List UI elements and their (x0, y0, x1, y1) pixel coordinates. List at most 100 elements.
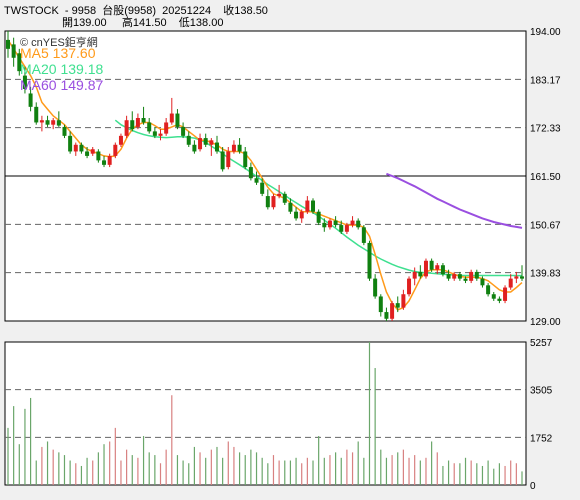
candle-body (452, 274, 457, 279)
candle-body (220, 151, 225, 170)
candle-body (344, 225, 349, 232)
candle-body (118, 135, 123, 145)
candle-body (243, 151, 248, 168)
price-tick-label: 172.33 (530, 124, 561, 135)
candle-body (373, 278, 378, 297)
candle-body (440, 265, 445, 275)
candle-body (226, 151, 231, 168)
price-tick-label: 194.00 (530, 27, 561, 38)
price-tick-label: 150.67 (530, 220, 561, 231)
volume-tick-label: 1752 (530, 433, 553, 444)
candle-body (390, 303, 395, 319)
candle-body (214, 142, 219, 152)
price-tick-label: 139.83 (530, 269, 561, 280)
candle-body (271, 196, 276, 208)
candle-body (62, 126, 67, 136)
candle-body (514, 276, 519, 279)
ma60-line (386, 172, 523, 229)
legend-ma60: MA60 149.87 (20, 77, 104, 93)
candle-body (254, 178, 259, 183)
candle-body (503, 287, 508, 301)
candle-body (56, 120, 61, 126)
candle-body (412, 271, 417, 279)
candle-body (299, 211, 304, 219)
candle-body (158, 133, 163, 136)
candle-body (73, 144, 78, 152)
candle-body (469, 271, 474, 281)
volume-tick-label: 5257 (530, 338, 553, 349)
candle-body (435, 265, 440, 270)
candle-body (186, 135, 191, 145)
candle-body (181, 126, 186, 136)
candle-body (508, 278, 513, 288)
candle-body (497, 298, 502, 301)
candle-body (17, 53, 22, 72)
candle-body (11, 44, 16, 58)
candle-body (147, 122, 152, 132)
candle-body (22, 75, 27, 89)
candle-body (68, 135, 73, 152)
candle-body (102, 160, 107, 165)
candle-body (356, 220, 361, 228)
candle-body (384, 312, 389, 319)
candle-body (486, 285, 491, 295)
candle-body (277, 193, 282, 197)
candle-body (203, 138, 208, 145)
candle-body (327, 220, 332, 228)
candle-body (350, 220, 355, 226)
candle-body (316, 211, 321, 223)
price-tick-label: 161.50 (530, 172, 561, 183)
candle-body (135, 118, 140, 127)
candle-body (28, 93, 33, 107)
candle-body (339, 225, 344, 232)
candle-body (90, 149, 95, 154)
candle-body (169, 113, 174, 123)
candle-body (231, 144, 236, 152)
candle-body (282, 193, 287, 203)
candle-body (294, 211, 299, 219)
volume-grid (5, 389, 526, 438)
quote-header-line2: 開139.00 高141.50 低138.00 (62, 17, 224, 29)
candle-body (164, 122, 169, 134)
source-label: © cnYES鉅亨網 (20, 37, 98, 49)
candle-body (395, 303, 400, 308)
volume-tick-label: 0 (530, 481, 536, 492)
legend-ma20: MA20 139.18 (20, 61, 104, 77)
candle-body (152, 131, 157, 136)
candle-body (520, 276, 524, 279)
candle-body (491, 294, 496, 299)
candle-body (265, 196, 270, 208)
candle-body (124, 120, 129, 136)
price-tick-label: 129.00 (530, 317, 561, 328)
candle-body (237, 144, 242, 152)
candle-body (130, 120, 135, 130)
candle-body (401, 294, 406, 308)
candle-body (260, 182, 265, 194)
candlesticks (6, 31, 524, 321)
candle-body (446, 274, 451, 279)
candle-body (113, 144, 118, 156)
candle-body (418, 271, 423, 277)
candle-body (378, 296, 383, 313)
candle-body (311, 200, 316, 212)
legend-ma5: MA5 137.60 (20, 45, 96, 61)
candle-body (51, 120, 56, 125)
price-y-axis: 194.00 183.17 172.33 161.50 150.67 139.83 129.… (530, 27, 561, 328)
volume-y-axis: 5257 3505 1752 0 (530, 338, 553, 492)
candle-body (79, 144, 84, 152)
candle-body (85, 151, 90, 156)
price-grid (5, 78, 526, 274)
quote-header-line1: TWSTOCK - 9958 台股(9958) 20251224 收138.50 (4, 5, 268, 17)
candle-body (45, 120, 50, 125)
candle-body (198, 138, 203, 150)
candle-body (6, 39, 10, 49)
candle-body (96, 151, 101, 161)
candle-body (333, 220, 338, 226)
candle-body (141, 118, 146, 123)
candle-body (474, 271, 479, 279)
candle-body (407, 278, 412, 295)
candle-body (367, 242, 372, 279)
candle-body (209, 140, 214, 145)
volume-panel-frame (4, 341, 527, 486)
